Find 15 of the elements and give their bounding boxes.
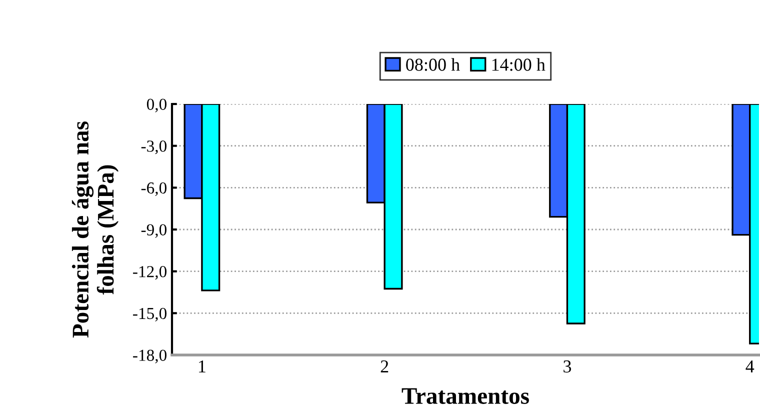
y-tick-label: -3,0: [141, 140, 167, 154]
y-tick-label: -6,0: [141, 182, 167, 196]
y-tick-label: -18,0: [133, 350, 167, 364]
legend-label: 14:00 h: [492, 58, 546, 71]
y-tick-label: -9,0: [141, 224, 167, 238]
y-tick-label: -12,0: [133, 266, 167, 280]
x-tick-label: 2: [380, 360, 388, 372]
y-tick-label: 0,0: [146, 98, 167, 112]
x-tick-label: 4: [746, 360, 754, 372]
x-tick-label: 1: [199, 360, 206, 372]
x-tick-label: 3: [564, 360, 572, 373]
legend-label: 08:00 h: [406, 58, 460, 71]
y-axis-title: Potencial de água nas folhas (MPa): [72, 122, 119, 338]
x-axis-title: Tratamentos: [402, 388, 529, 404]
y-tick-label: -15,0: [133, 308, 167, 322]
